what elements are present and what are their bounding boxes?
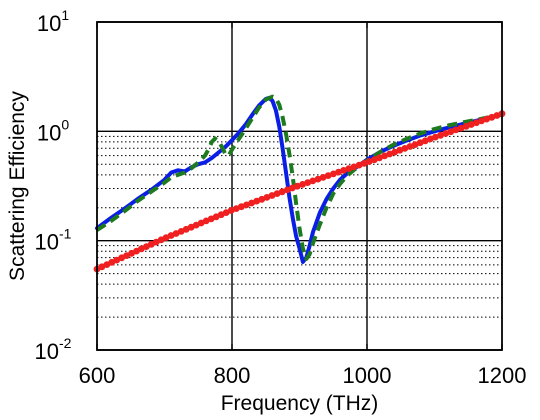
series-marker <box>253 197 261 205</box>
series-marker <box>268 192 276 199</box>
series-marker <box>273 190 281 198</box>
series-marker <box>365 158 373 165</box>
series-marker <box>238 203 245 211</box>
x-axis-title: Frequency (THz) <box>221 392 379 415</box>
series-marker <box>248 199 256 207</box>
series-marker <box>309 177 317 185</box>
series-marker <box>376 154 383 162</box>
series-line-solid <box>95 95 504 264</box>
series-marker <box>478 117 485 125</box>
series-marker <box>243 201 250 209</box>
series-marker <box>288 184 296 192</box>
x-tick-label: 600 <box>79 363 116 388</box>
series-marker <box>319 174 327 181</box>
series-marker <box>227 207 235 214</box>
series-line-dashed <box>95 94 503 261</box>
series-marker <box>421 137 429 145</box>
series-marker <box>350 163 358 171</box>
axis-ticks: 600 800 1000 1200 10-2 10-1 100 101 <box>35 7 527 388</box>
series-marker <box>278 188 286 196</box>
series-marker <box>457 124 465 132</box>
series-marker <box>299 181 306 188</box>
x-tick-label: 1200 <box>478 363 527 388</box>
series-marker <box>406 143 414 150</box>
series-marker <box>473 119 480 127</box>
series-marker <box>391 148 399 156</box>
series-marker <box>381 152 388 160</box>
series-marker <box>355 161 363 169</box>
series-marker <box>330 170 337 178</box>
plot-area-frame <box>96 21 503 351</box>
series-marker <box>411 141 419 149</box>
y-axis-title: Scattering Efficiency <box>6 91 29 281</box>
series-marker <box>360 160 368 167</box>
series-marker <box>416 139 424 147</box>
series-marker <box>437 131 444 139</box>
series-marker <box>258 195 266 203</box>
series-marker <box>488 113 496 121</box>
series-marker <box>467 121 475 128</box>
series-marker <box>324 172 332 180</box>
series-marker <box>462 122 470 130</box>
y-tick-label: 10-2 <box>35 335 72 364</box>
series-marker <box>371 156 378 164</box>
grid <box>97 21 502 351</box>
series-marker <box>172 230 180 237</box>
series-marker <box>442 130 450 137</box>
series-marker <box>483 115 490 123</box>
series-marker <box>263 194 271 201</box>
series-marker <box>396 146 404 154</box>
x-tick-label: 800 <box>214 363 251 388</box>
series-marker <box>294 182 301 190</box>
series-marker <box>432 133 439 141</box>
y-tick-label: 10-1 <box>35 226 72 255</box>
series-marker <box>340 167 347 174</box>
series-marker <box>232 205 240 213</box>
y-tick-label: 100 <box>37 116 69 145</box>
series-marker <box>401 145 409 152</box>
x-tick-label: 1000 <box>343 363 392 388</box>
plot-lines <box>93 94 506 273</box>
series-marker <box>493 112 501 119</box>
y-tick-label: 101 <box>37 7 69 36</box>
series-marker <box>447 128 455 136</box>
series-marker <box>452 126 460 134</box>
